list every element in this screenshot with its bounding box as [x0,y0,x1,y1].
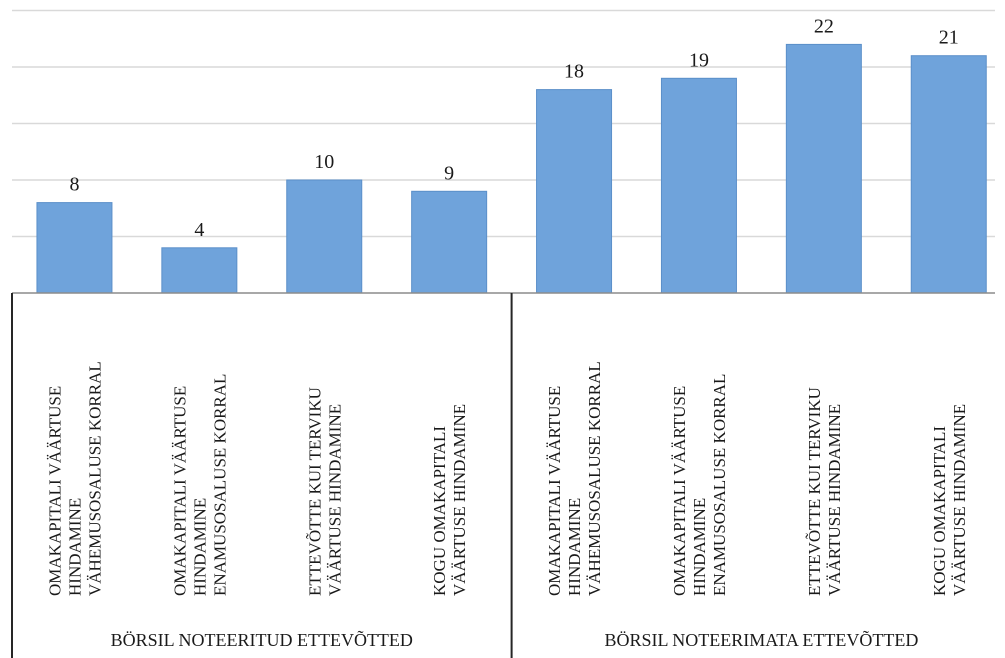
category-label: OMAKAPITALI VÄÄRTUSEHINDAMINEENAMUSOSALU… [670,374,729,596]
category-label-line: OMAKAPITALI VÄÄRTUSE [545,386,564,596]
bar [161,247,238,294]
category-label: OMAKAPITALI VÄÄRTUSEHINDAMINEVÄHEMUSOSAL… [545,361,604,596]
category-label: ETTEVÕTTE KUI TERVIKUVÄÄRTUSE HINDAMINE [805,387,844,596]
category-label: OMAKAPITALI VÄÄRTUSEHINDAMINEVÄHEMUSOSAL… [45,361,104,596]
data-label: 10 [314,151,334,173]
data-label: 21 [939,27,959,49]
category-axis [11,292,995,658]
data-label: 19 [689,49,709,71]
category-label: KOGU OMAKAPITALIVÄÄRTUSE HINDAMINE [430,404,469,596]
category-label-line: ENAMUSOSALUSE KORRAL [210,374,229,596]
category-label: OMAKAPITALI VÄÄRTUSEHINDAMINEENAMUSOSALU… [170,374,229,596]
data-label: 4 [194,219,204,241]
category-label-line: KOGU OMAKAPITALI [430,426,449,596]
category-label-line: VÄÄRTUSE HINDAMINE [450,404,469,596]
category-labels: OMAKAPITALI VÄÄRTUSEHINDAMINEVÄHEMUSOSAL… [45,361,968,596]
category-label-line: HINDAMINE [190,498,209,596]
bar [910,55,987,294]
group-label: BÖRSIL NOTEERIMATA ETTEVÕTTED [604,629,918,650]
bar [286,179,363,294]
category-label-line: OMAKAPITALI VÄÄRTUSE [45,386,64,596]
data-labels: 8 4 10 9 18 19 22 21 [69,15,958,240]
category-label-line: ETTEVÕTTE KUI TERVIKU [305,387,324,596]
category-label-line: ENAMUSOSALUSE KORRAL [710,374,729,596]
category-label-line: KOGU OMAKAPITALI [930,426,949,596]
data-label: 18 [564,61,584,83]
category-label-line: VÄHEMUSOSALUSE KORRAL [585,361,604,596]
category-label-line: VÄÄRTUSE HINDAMINE [825,404,844,596]
bar [785,43,862,294]
category-label-line: VÄÄRTUSE HINDAMINE [950,404,969,596]
category-label-line: VÄHEMUSOSALUSE KORRAL [85,361,104,596]
category-label-line: HINDAMINE [565,498,584,596]
data-label: 8 [69,174,79,196]
category-label: KOGU OMAKAPITALIVÄÄRTUSE HINDAMINE [930,404,969,596]
category-label-line: HINDAMINE [690,498,709,596]
group-label: BÖRSIL NOTEERITUD ETTEVÕTTED [111,629,413,650]
bar [36,202,113,294]
group-labels: BÖRSIL NOTEERITUD ETTEVÕTTED BÖRSIL NOTEE… [111,629,919,650]
category-label-line: ETTEVÕTTE KUI TERVIKU [805,387,824,596]
bar [411,190,488,294]
data-label: 22 [814,15,834,37]
bar [660,77,737,294]
data-label: 9 [444,162,454,184]
bar [536,89,613,294]
category-label-line: VÄÄRTUSE HINDAMINE [325,404,344,596]
category-label: ETTEVÕTTE KUI TERVIKUVÄÄRTUSE HINDAMINE [305,387,344,596]
category-label-line: OMAKAPITALI VÄÄRTUSE [170,386,189,596]
bars [36,43,987,294]
category-label-line: HINDAMINE [65,498,84,596]
category-label-line: OMAKAPITALI VÄÄRTUSE [670,386,689,596]
